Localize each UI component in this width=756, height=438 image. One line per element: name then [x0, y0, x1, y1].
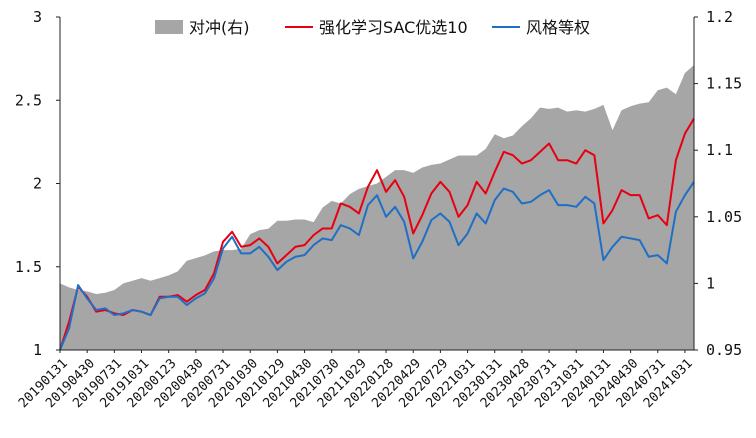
- legend-label: 风格等权: [526, 18, 590, 37]
- series-line-2: [59, 181, 695, 351]
- left-tick-label: 3: [33, 8, 42, 26]
- lines-layer: [59, 118, 695, 351]
- right-tick-label: 1: [706, 274, 715, 292]
- right-tick-label: 1.05: [706, 208, 742, 226]
- left-tick-label: 1.5: [15, 258, 42, 276]
- right-tick-label: 0.95: [706, 341, 742, 359]
- legend: 对冲(右) 强化学习SAC优选10 风格等权: [155, 18, 590, 37]
- right-tick-label: 1.2: [706, 8, 733, 26]
- hedge-area-layer: [60, 64, 694, 350]
- right-tick-label: 1.15: [706, 75, 742, 93]
- left-tick-label: 1: [33, 341, 42, 359]
- axes-layer: 11.522.530.9511.051.11.151.2201901312019…: [15, 8, 742, 411]
- left-tick-label: 2: [33, 175, 42, 193]
- legend-label: 对冲(右): [189, 18, 250, 37]
- left-tick-label: 2.5: [15, 91, 42, 109]
- legend-swatch-area: [155, 20, 183, 34]
- series-area-0: [60, 64, 694, 350]
- legend-label: 强化学习SAC优选10: [319, 18, 468, 37]
- right-tick-label: 1.1: [706, 141, 733, 159]
